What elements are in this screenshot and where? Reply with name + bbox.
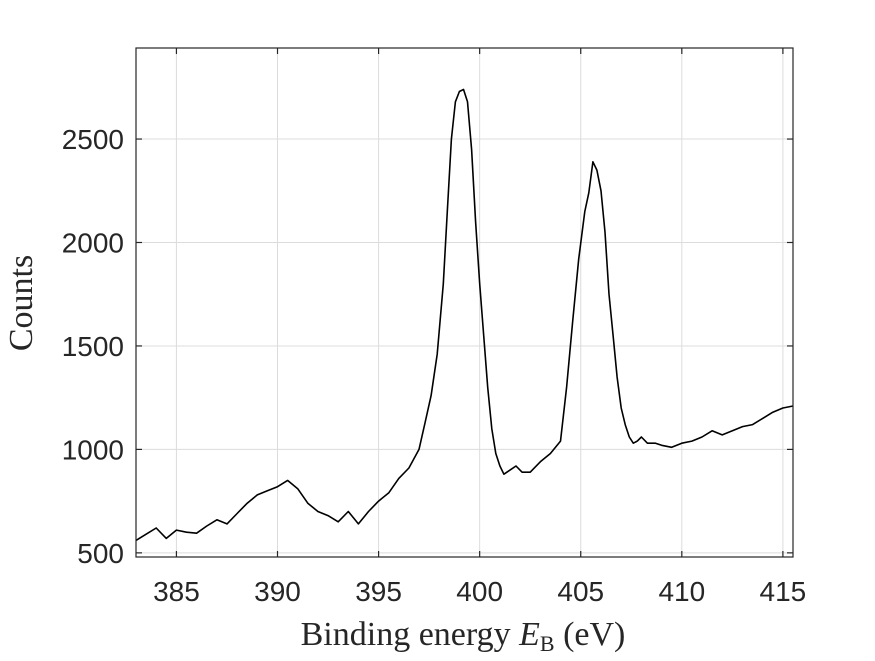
y-tick-label: 1000	[62, 434, 124, 465]
x-tick-label: 385	[153, 576, 200, 607]
y-tick-label: 2000	[62, 227, 124, 258]
y-axis-label: Counts	[3, 255, 40, 351]
y-tick-label: 500	[77, 538, 124, 569]
x-tick-label: 410	[658, 576, 705, 607]
x-axis-label-symbol: E	[518, 616, 540, 653]
y-tick-labels: 500 1000 1500 2000 2500	[62, 124, 124, 569]
axis-ticks	[136, 48, 793, 557]
plot-frame	[135, 47, 794, 558]
x-tick-label: 390	[254, 576, 301, 607]
x-tick-labels: 385 390 395 400 405 410 415	[153, 576, 806, 607]
x-axis-label-suffix: (eV)	[555, 616, 626, 653]
y-tick-label: 1500	[62, 331, 124, 362]
x-axis-label: Binding energy EB (eV)	[301, 616, 626, 656]
x-tick-label: 415	[760, 576, 807, 607]
x-axis-label-prefix: Binding energy	[301, 616, 519, 653]
grid-lines	[136, 48, 793, 557]
x-tick-label: 405	[557, 576, 604, 607]
x-tick-label: 400	[456, 576, 503, 607]
y-tick-label: 2500	[62, 124, 124, 155]
x-tick-label: 395	[355, 576, 402, 607]
x-axis-label-subscript: B	[540, 631, 555, 656]
series-line-counts	[135, 88, 794, 542]
